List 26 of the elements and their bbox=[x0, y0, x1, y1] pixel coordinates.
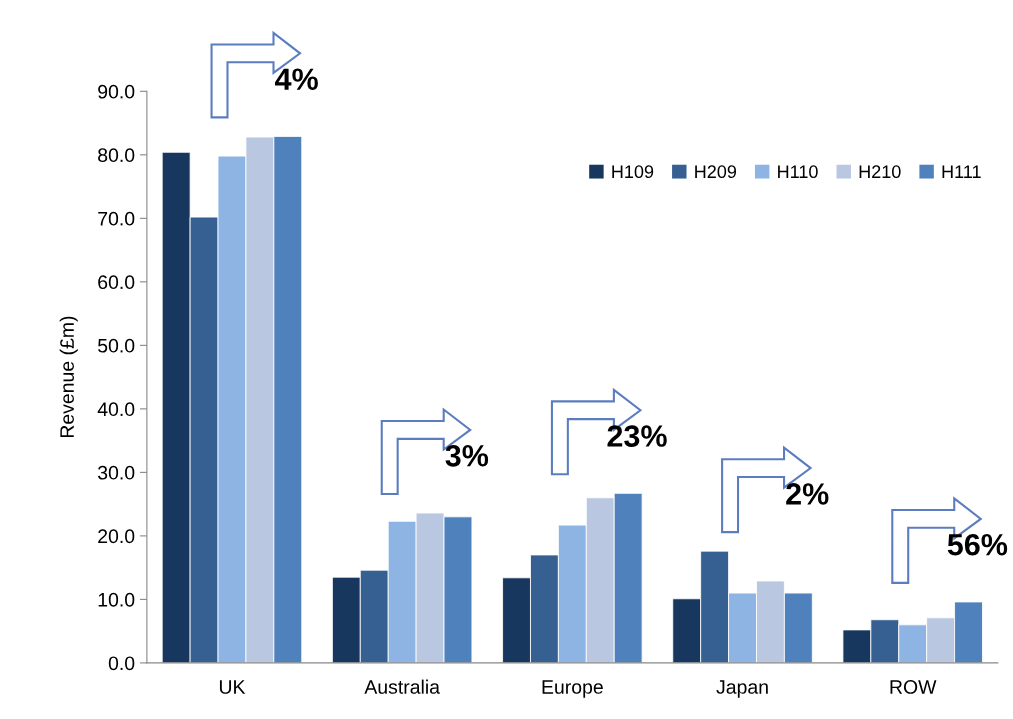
x-tick-label: Australia bbox=[364, 679, 440, 694]
y-tick-label: 50.0 bbox=[98, 338, 135, 353]
y-tick-label: 0.0 bbox=[108, 656, 135, 671]
y-tick-label: 20.0 bbox=[98, 529, 135, 544]
y-tick-label: 40.0 bbox=[97, 402, 135, 417]
legend-label: H109 bbox=[612, 165, 654, 179]
y-tick-label: 10.0 bbox=[98, 592, 135, 607]
x-tick-label: ROW bbox=[890, 680, 937, 694]
annotation: 23% bbox=[607, 425, 667, 447]
y-axis-title: Revenue (£m) bbox=[59, 316, 78, 438]
annotation: 3% bbox=[445, 444, 489, 467]
legend-label: H110 bbox=[778, 165, 818, 179]
legend-label: H111 bbox=[942, 165, 981, 178]
y-tick-label: 90.0 bbox=[98, 84, 135, 99]
y-tick-label: 60.0 bbox=[98, 275, 135, 290]
annotation: 2% bbox=[786, 483, 829, 505]
x-tick-label: UK bbox=[219, 680, 246, 694]
annotation: 56% bbox=[947, 533, 1008, 556]
legend-label: H209 bbox=[695, 165, 737, 179]
x-tick-label: Japan bbox=[716, 680, 768, 698]
x-tick-label: Europe bbox=[542, 680, 603, 698]
text: 4% bbox=[275, 68, 318, 90]
y-tick-label: 70.0 bbox=[98, 211, 135, 226]
y-tick-label: 30.0 bbox=[97, 465, 135, 480]
legend-label: H210 bbox=[859, 165, 901, 179]
y-tick-label: 80.0 bbox=[98, 148, 135, 163]
